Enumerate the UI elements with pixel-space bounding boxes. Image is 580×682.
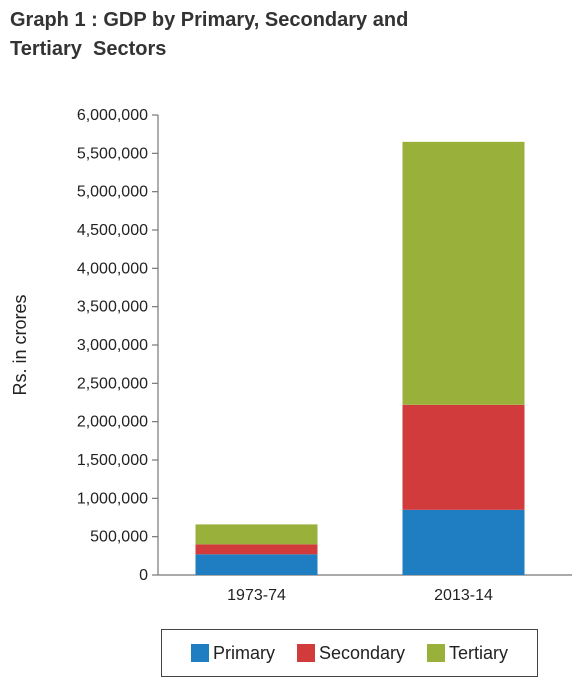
bar-tertiary-2013-14 [402, 141, 525, 405]
y-tick-label: 3,500,000 [77, 299, 148, 316]
y-tick-label: 3,000,000 [77, 337, 148, 354]
legend-swatch [190, 644, 209, 662]
chart-legend: Primary Secondary Tertiary [161, 629, 538, 677]
bar-secondary-1973-74 [195, 544, 318, 555]
legend-item-primary: Primary [190, 642, 275, 664]
y-tick-label: 5,500,000 [77, 145, 148, 162]
legend-label: Tertiary [449, 642, 509, 663]
y-axis-ticks: 0 500,000 1,000,000 1,500,000 2,000,000 2,500… [77, 107, 158, 584]
chart-title-line-1: Graph 1 : GDP by Primary, Secondary and [10, 9, 409, 31]
legend-item-secondary: Secondary [296, 642, 406, 664]
bar-primary-1973-74 [195, 554, 318, 575]
y-tick-label: 4,500,000 [77, 222, 148, 239]
legend-swatch [427, 644, 446, 662]
y-tick-label: 0 [139, 567, 148, 584]
legend-item-tertiary: Tertiary [427, 643, 508, 664]
y-tick-label: 500,000 [90, 529, 148, 546]
chart-bars [195, 141, 525, 575]
x-axis-ticks: 1973-74 2013-14 [227, 587, 493, 604]
y-tick-label: 2,500,000 [77, 375, 148, 392]
y-tick-label: 5,000,000 [77, 184, 148, 201]
chart-title: Graph 1 : GDP by Primary, Secondary and … [10, 6, 570, 64]
bar-primary-2013-14 [402, 509, 525, 575]
chart-title-line-2: Tertiary Sectors [10, 38, 167, 60]
y-tick-label: 2,000,000 [77, 414, 148, 431]
y-axis-label: Rs. in crores [10, 294, 30, 395]
y-tick-label: 6,000,000 [77, 107, 148, 124]
legend-label: Primary [212, 642, 275, 663]
y-tick-label: 4,000,000 [77, 260, 148, 277]
legend-label: Secondary [318, 642, 406, 663]
y-tick-label: 1,000,000 [77, 490, 148, 507]
x-tick-label: 1973-74 [227, 587, 286, 604]
legend-swatch [296, 644, 315, 662]
x-tick-label: 2013-14 [434, 587, 493, 604]
bar-secondary-2013-14 [402, 404, 525, 510]
y-tick-label: 1,500,000 [77, 452, 148, 469]
bar-tertiary-1973-74 [195, 524, 318, 545]
